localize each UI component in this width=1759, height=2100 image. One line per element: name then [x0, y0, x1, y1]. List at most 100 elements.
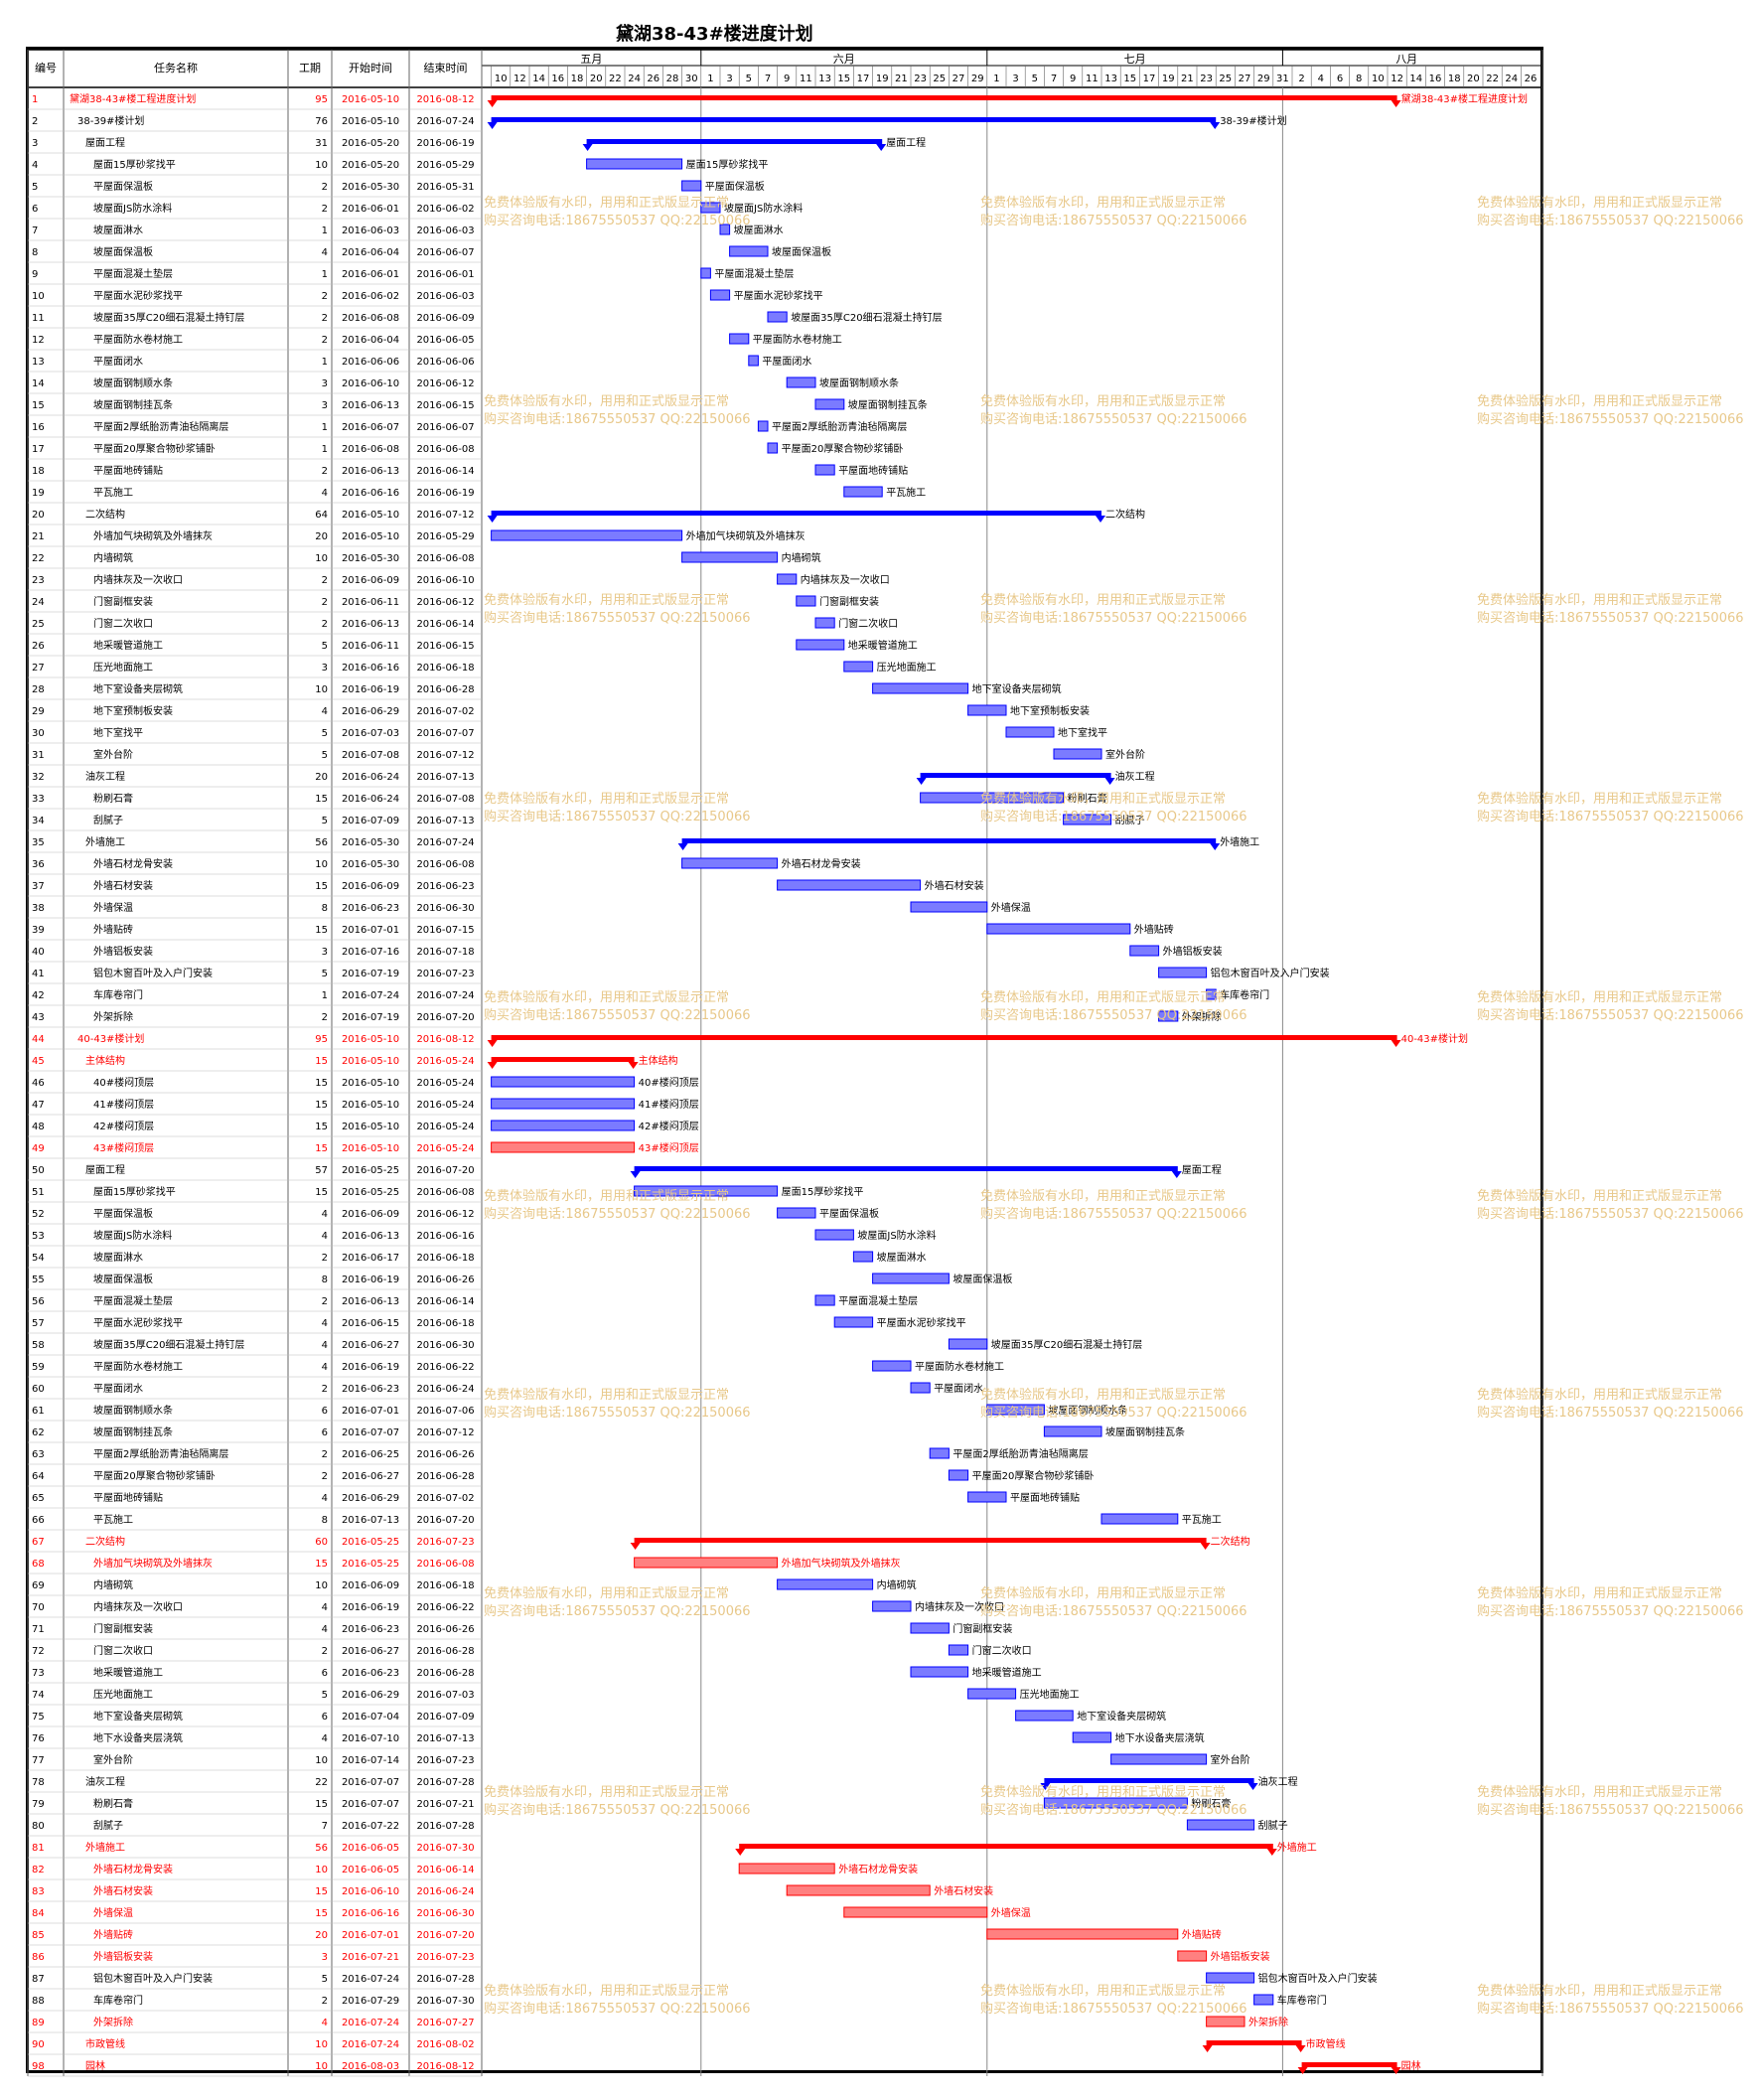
task-id: 89: [32, 2018, 45, 2028]
task-name: 平屋面水泥砂浆找平: [93, 289, 183, 302]
task-end: 2016-07-03: [416, 1690, 474, 1701]
task-end: 2016-06-26: [416, 1449, 474, 1460]
task-start: 2016-07-08: [342, 750, 399, 761]
task-end: 2016-06-18: [416, 1318, 474, 1329]
bar-label: 屋面15厚砂浆找平: [782, 1185, 864, 1198]
task-id: 25: [32, 619, 45, 630]
task-duration: 2: [322, 1384, 328, 1395]
task-id: 14: [32, 378, 45, 389]
bar-label: 压光地面施工: [1020, 1688, 1080, 1701]
task-name: 园林: [85, 2059, 105, 2072]
watermark-text: 免费体验版有水印，用用和正式版显示正常: [980, 791, 1226, 807]
task-bar: [1158, 1010, 1179, 1022]
task-name: 屋面工程: [85, 1164, 125, 1176]
task-duration: 5: [322, 1974, 328, 1985]
task-start: 2016-05-10: [342, 1034, 399, 1045]
task-end: 2016-06-28: [416, 684, 474, 695]
task-id: 81: [32, 1843, 45, 1854]
watermark-text: 免费体验版有水印，用用和正式版显示正常: [980, 1188, 1226, 1204]
task-id: 32: [32, 772, 45, 783]
watermark-text: 购买咨询电话:18675550537 QQ:22150066: [980, 213, 1247, 228]
bar-label: 平屋面防水卷材施工: [915, 1360, 1004, 1373]
task-name: 外架拆除: [93, 2016, 133, 2028]
task-end: 2016-06-22: [416, 1602, 474, 1613]
task-duration: 1: [322, 422, 328, 433]
day-tick-label: 25: [1219, 74, 1232, 84]
day-tick-label: 12: [1391, 74, 1403, 84]
task-end: 2016-06-05: [416, 335, 474, 346]
summary-start-cap: [487, 516, 498, 523]
watermark-text: 免费体验版有水印，用用和正式版显示正常: [980, 1387, 1226, 1403]
task-start: 2016-06-13: [342, 1296, 399, 1307]
task-id: 51: [32, 1187, 45, 1198]
task-id: 39: [32, 925, 45, 936]
task-name: 黛湖38-43#楼工程进度计划: [70, 92, 196, 105]
task-bar: [814, 464, 835, 476]
task-end: 2016-07-02: [416, 706, 474, 717]
bar-label: 外架拆除: [1182, 1010, 1222, 1023]
summary-end-cap: [1391, 100, 1401, 107]
task-id: 30: [32, 728, 45, 739]
task-end: 2016-06-28: [416, 1646, 474, 1657]
watermark-text: 购买咨询电话:18675550537 QQ:22150066: [980, 1007, 1247, 1023]
task-name: 内墙抹灰及一次收口: [93, 1600, 183, 1613]
bar-label: 园林: [1401, 2059, 1421, 2072]
task-id: 56: [32, 1296, 45, 1307]
summary-start-cap: [630, 1171, 641, 1178]
task-duration: 31: [315, 138, 328, 149]
task-id: 44: [32, 1034, 45, 1045]
task-id: 16: [32, 422, 45, 433]
task-id: 43: [32, 1012, 45, 1023]
task-id: 19: [32, 488, 45, 499]
task-name: 坡屋面JS防水涂料: [93, 1229, 172, 1242]
summary-bar: [491, 95, 1397, 100]
summary-start-cap: [487, 1040, 498, 1047]
task-end: 2016-07-24: [416, 116, 474, 127]
task-end: 2016-05-24: [416, 1143, 474, 1154]
task-end: 2016-06-28: [416, 1668, 474, 1679]
task-bar: [986, 923, 1131, 935]
bar-label: 地下室找平: [1058, 726, 1107, 739]
day-tick-label: 3: [726, 74, 732, 84]
task-id: 83: [32, 1886, 45, 1897]
task-bar: [738, 1863, 835, 1875]
day-tick-label: 30: [685, 74, 698, 84]
summary-bar: [739, 1844, 1273, 1849]
task-start: 2016-06-16: [342, 488, 399, 499]
task-end: 2016-06-18: [416, 1253, 474, 1264]
task-id: 85: [32, 1930, 45, 1941]
task-name: 平屋面20厚聚合物砂浆铺卧: [93, 442, 216, 455]
task-duration: 20: [315, 531, 328, 542]
bar-label: 41#楼闷顶层: [639, 1098, 699, 1111]
task-duration: 60: [315, 1537, 328, 1548]
watermark-text: 免费体验版有水印，用用和正式版显示正常: [484, 1387, 729, 1403]
task-bar: [729, 333, 750, 345]
task-id: 98: [32, 2061, 45, 2072]
bar-label: 外墙石材龙骨安装: [838, 1863, 918, 1875]
bar-label: 外墙贴砖: [1134, 923, 1174, 936]
task-start: 2016-06-09: [342, 575, 399, 586]
watermark-text: 购买咨询电话:18675550537 QQ:22150066: [484, 2001, 751, 2017]
summary-end-cap: [1391, 2067, 1401, 2074]
day-tick-label: 18: [571, 74, 584, 84]
task-name: 坡屋面钢制顺水条: [93, 376, 173, 389]
task-id: 18: [32, 466, 45, 477]
bar-label: 地下水设备夹层浇筑: [1115, 1731, 1205, 1744]
task-end: 2016-07-28: [416, 1777, 474, 1788]
summary-start-cap: [916, 778, 927, 785]
task-duration: 2: [322, 1253, 328, 1264]
watermark-text: 购买咨询电话:18675550537 QQ:22150066: [484, 610, 751, 626]
task-duration: 5: [322, 816, 328, 826]
watermark-text: 购买咨询电话:18675550537 QQ:22150066: [1477, 1007, 1744, 1023]
task-duration: 15: [315, 1056, 328, 1067]
task-end: 2016-07-30: [416, 1843, 474, 1854]
bar-label: 平屋面20厚聚合物砂浆铺卧: [782, 442, 904, 455]
task-end: 2016-07-02: [416, 1493, 474, 1504]
task-end: 2016-05-24: [416, 1122, 474, 1132]
task-id: 59: [32, 1362, 45, 1373]
task-name: 内墙砌筑: [93, 1578, 133, 1591]
task-duration: 6: [322, 1712, 328, 1723]
day-tick-label: 14: [532, 74, 545, 84]
task-start: 2016-07-29: [342, 1996, 399, 2007]
task-id: 68: [32, 1559, 45, 1570]
